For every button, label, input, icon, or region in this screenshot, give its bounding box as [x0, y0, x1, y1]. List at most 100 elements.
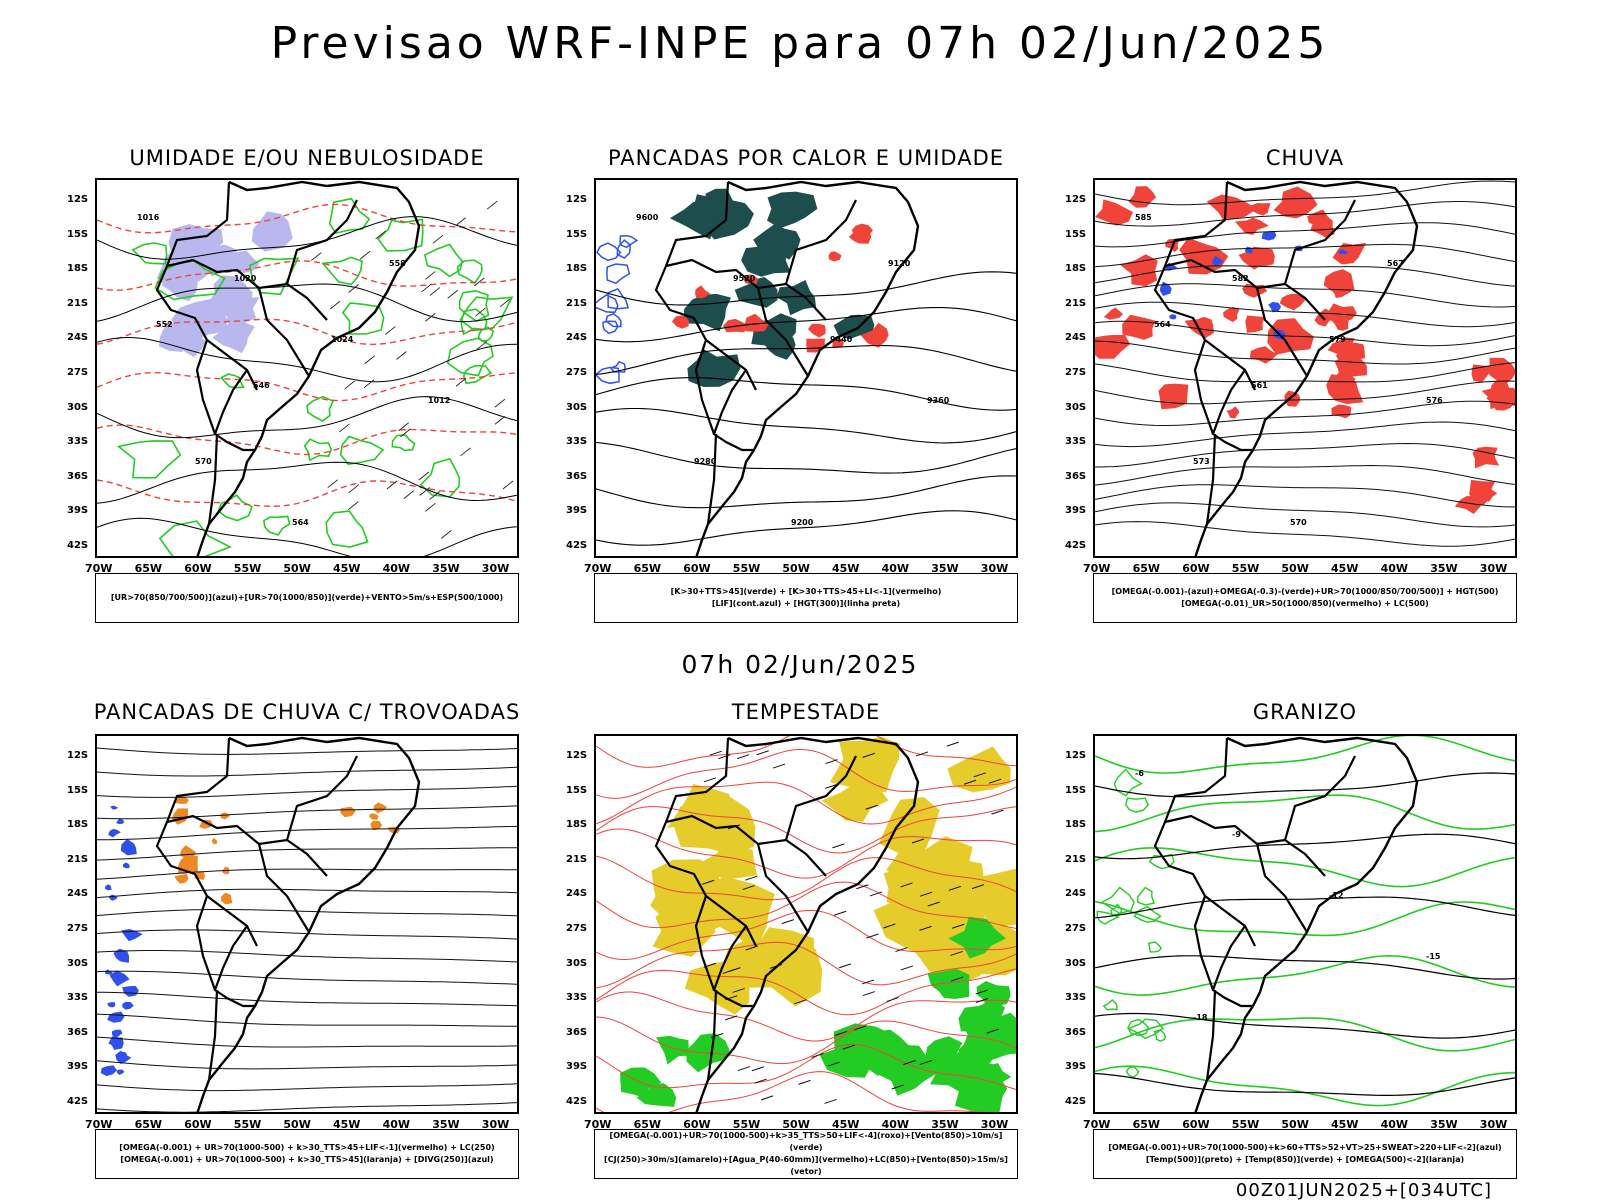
- country-border: [166, 814, 328, 877]
- humidity-contour: [321, 256, 363, 286]
- contour-label: 9440: [830, 335, 853, 344]
- coastline: [1194, 736, 1419, 1112]
- coastline: [196, 736, 421, 1112]
- wind-vector: [971, 884, 985, 890]
- jet-area: [754, 927, 815, 977]
- lifted-index-area: [695, 285, 711, 299]
- streamline: [596, 1016, 1016, 1065]
- wind-vector: [737, 1066, 751, 1072]
- streamline: [97, 950, 517, 963]
- country-border: [1205, 989, 1217, 1081]
- lat-tick-label: 24S: [1065, 332, 1087, 344]
- contour-label: 582: [1232, 274, 1249, 283]
- geopotential-line: [596, 345, 1016, 376]
- wind-vector: [865, 804, 878, 810]
- wind-vector: [811, 1052, 824, 1058]
- wind-vector: [344, 380, 355, 390]
- lat-tick-label: 36S: [67, 1026, 89, 1038]
- lat-tick-label: 30S: [566, 401, 588, 413]
- wind-area: [925, 1048, 991, 1096]
- rain-area: [1120, 254, 1158, 287]
- wind-vector: [418, 471, 430, 481]
- humidity-area: [194, 244, 239, 277]
- streamline: [596, 828, 1016, 879]
- lat-tick-label: 21S: [566, 853, 588, 865]
- geopotential-line: [596, 441, 1016, 474]
- lat-tick-label: 36S: [566, 470, 588, 482]
- lat-tick-label: 12S: [1065, 750, 1087, 761]
- temp500-line: [1095, 1012, 1515, 1039]
- country-border: [694, 895, 716, 991]
- wind-vector: [963, 779, 977, 785]
- lat-tick-label: 18S: [566, 819, 588, 831]
- streamline: [596, 1043, 1016, 1090]
- lon-tick-label: 35W: [432, 1118, 460, 1131]
- streamline: [1095, 283, 1515, 308]
- lat-tick-label: 42S: [1065, 540, 1087, 551]
- temp850-contour: [1153, 1029, 1167, 1042]
- rain-area: [1332, 243, 1367, 265]
- divergence-area: [116, 1069, 125, 1075]
- pressure-isobar: [97, 461, 517, 504]
- wind-vector: [429, 491, 440, 500]
- lifted-index-area: [806, 338, 825, 353]
- country-border: [155, 181, 258, 391]
- rain-area: [1338, 342, 1365, 361]
- rain-area: [1284, 390, 1301, 407]
- lon-tick-label: 60W: [683, 1118, 711, 1131]
- contour-label: -12: [1329, 891, 1343, 900]
- wind-vector: [798, 1079, 811, 1085]
- contour-label: 579: [1329, 335, 1346, 344]
- legend-line: [Temp(500)](preto) + [Temp(850)](verde) …: [1145, 1155, 1465, 1164]
- country-border: [213, 925, 255, 1008]
- humidity-contour: [116, 440, 182, 479]
- lon-tick-label: 60W: [1182, 562, 1210, 575]
- contour-label: 564: [1154, 320, 1171, 329]
- legend-box: [OMEGA(-0.001) + UR>70(1000-500) + k>30_…: [95, 1129, 519, 1179]
- country-border: [1255, 843, 1308, 933]
- humidity-area: [212, 321, 255, 354]
- streamline: [596, 748, 1016, 799]
- lat-tick-label: 33S: [566, 436, 588, 448]
- streamline: [1095, 521, 1515, 547]
- lon-tick-label: 55W: [732, 1118, 761, 1131]
- lon-tick-label: 35W: [931, 1118, 959, 1131]
- lat-tick-label: 24S: [67, 888, 89, 900]
- legend-line: [OMEGA(-0.001)-(azul)+OMEGA(-0.3)-(verde…: [1111, 587, 1499, 596]
- wind-vector: [988, 778, 1002, 784]
- temp850-contour: [1126, 1018, 1165, 1040]
- divergence-area: [113, 948, 130, 963]
- contour-label: 9360: [927, 396, 950, 405]
- wind-vector: [432, 234, 444, 244]
- contour-label: -18: [1193, 1013, 1208, 1022]
- humidity-contour: [306, 395, 335, 422]
- lon-tick-label: 30W: [481, 1118, 510, 1131]
- country-border: [665, 258, 827, 321]
- wind-vector: [339, 423, 350, 433]
- wind-vector: [824, 1098, 837, 1104]
- streamline: [1095, 464, 1515, 486]
- country-border: [756, 843, 809, 933]
- streamline: [1095, 502, 1515, 528]
- wind-vector: [722, 968, 735, 974]
- jet-area: [702, 841, 758, 880]
- rain-area: [1234, 217, 1269, 235]
- streamline: [596, 941, 1016, 989]
- lat-tick-label: 15S: [67, 784, 89, 796]
- contour-label: 1024: [331, 335, 354, 344]
- wind-vector: [891, 1084, 904, 1090]
- panel-title: TEMPESTADE: [731, 700, 881, 724]
- wind-area: [976, 981, 1011, 1010]
- wind-vector: [429, 287, 441, 296]
- country-border: [694, 339, 716, 435]
- wind-vector: [745, 875, 758, 881]
- wind-vector: [724, 1015, 738, 1021]
- lat-tick-label: 42S: [566, 1096, 588, 1107]
- streamline: [97, 970, 517, 985]
- country-border: [213, 369, 255, 452]
- lon-tick-label: 70W: [85, 1118, 113, 1131]
- country-border: [1193, 339, 1215, 435]
- lat-tick-label: 18S: [566, 263, 588, 275]
- contour-label: 570: [195, 457, 212, 466]
- wind-vector: [862, 752, 875, 758]
